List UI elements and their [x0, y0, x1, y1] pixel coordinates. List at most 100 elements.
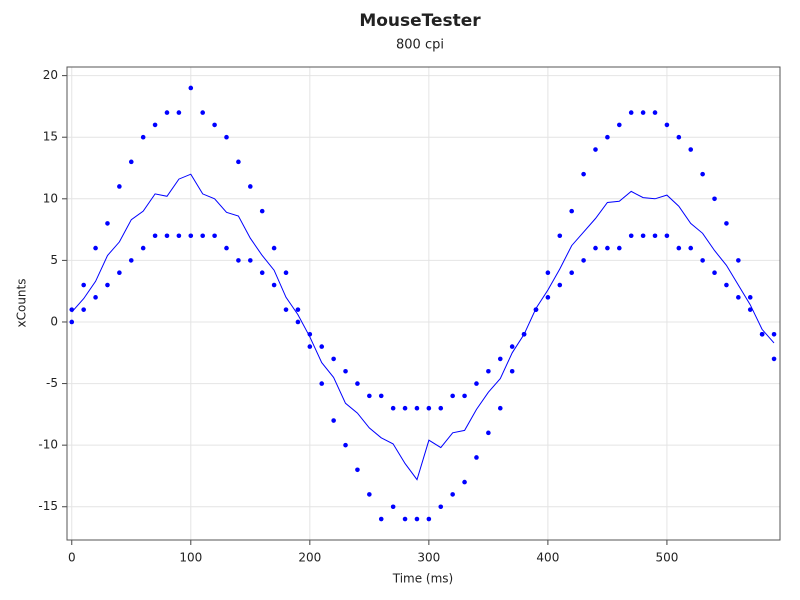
data-point [355, 381, 360, 386]
x-tick-label: 500 [655, 551, 678, 565]
data-point [617, 245, 622, 251]
data-point [771, 356, 777, 362]
data-point [212, 233, 217, 239]
data-point [259, 270, 265, 276]
data-point [117, 270, 122, 276]
data-point [581, 171, 586, 177]
data-point [295, 307, 301, 312]
data-point [140, 134, 146, 140]
data-point [93, 295, 98, 300]
data-point [402, 516, 408, 522]
x-tick-label: 400 [536, 551, 559, 565]
data-point [390, 405, 396, 411]
data-point [117, 184, 122, 189]
data-point [426, 516, 432, 522]
data-point [652, 233, 658, 239]
data-point [628, 233, 634, 239]
data-point [355, 467, 360, 473]
data-point [390, 504, 396, 510]
y-tick-label: 0 [50, 314, 58, 328]
data-point [176, 233, 182, 239]
data-point [438, 504, 444, 510]
data-point [331, 418, 336, 423]
data-point [176, 110, 182, 115]
data-point [676, 245, 682, 251]
data-point [736, 295, 741, 300]
data-point [450, 492, 455, 497]
data-point [81, 282, 86, 288]
data-point [164, 233, 170, 239]
data-point [700, 258, 705, 263]
data-point [236, 258, 241, 263]
data-point [271, 282, 277, 288]
data-point [105, 221, 110, 226]
data-point [509, 368, 515, 374]
data-point [236, 159, 241, 165]
data-point [140, 245, 146, 251]
data-point [474, 381, 479, 386]
data-point [759, 331, 765, 337]
y-tick-label: 20 [43, 68, 58, 82]
data-point [747, 295, 753, 300]
data-point [581, 258, 586, 263]
data-point [724, 221, 729, 226]
data-point [105, 282, 110, 288]
x-tick-label: 300 [417, 551, 440, 565]
y-tick-label: 10 [43, 191, 58, 205]
data-point [712, 270, 717, 276]
x-tick-label: 200 [298, 551, 321, 565]
data-point [271, 245, 277, 251]
data-point [212, 122, 217, 128]
data-point [640, 233, 646, 239]
data-point [497, 356, 503, 362]
data-point [438, 405, 444, 411]
data-point [164, 110, 170, 115]
data-point [676, 134, 682, 140]
data-point [771, 331, 777, 337]
y-tick-label: 15 [43, 130, 58, 144]
plot-area [67, 67, 780, 540]
data-point [712, 196, 717, 202]
data-point [557, 233, 563, 239]
data-point [593, 147, 598, 152]
data-point [367, 492, 372, 497]
data-point [331, 356, 336, 362]
data-point [605, 134, 610, 140]
data-point [69, 319, 75, 325]
data-point [545, 270, 551, 276]
data-point [319, 381, 325, 386]
data-point [664, 122, 670, 128]
x-axis-label: Time (ms) [392, 572, 454, 586]
data-point [81, 307, 86, 312]
data-point [688, 147, 694, 152]
data-point [747, 307, 753, 312]
data-point [224, 134, 229, 140]
x-tick-label: 100 [179, 551, 202, 565]
data-point [378, 393, 384, 399]
x-tick-label: 0 [68, 551, 76, 565]
data-point [569, 270, 574, 276]
data-point [128, 258, 134, 263]
data-point [152, 233, 158, 239]
data-point [736, 258, 741, 263]
data-point [700, 171, 705, 177]
data-point [497, 405, 503, 411]
data-point [450, 393, 455, 399]
data-point [188, 233, 194, 239]
data-point [200, 110, 205, 115]
data-point [259, 208, 265, 214]
data-point [426, 405, 432, 411]
data-point [152, 122, 158, 128]
data-point [319, 344, 325, 349]
y-axis-label: xCounts [15, 279, 29, 328]
y-tick-label: -10 [38, 438, 58, 452]
data-point [307, 344, 313, 349]
data-point [628, 110, 634, 115]
data-point [509, 344, 515, 349]
data-point [367, 393, 372, 399]
data-point [343, 368, 348, 374]
data-point [128, 159, 134, 165]
data-point [569, 208, 574, 214]
data-point [93, 245, 98, 251]
y-tick-label: -15 [38, 499, 58, 513]
